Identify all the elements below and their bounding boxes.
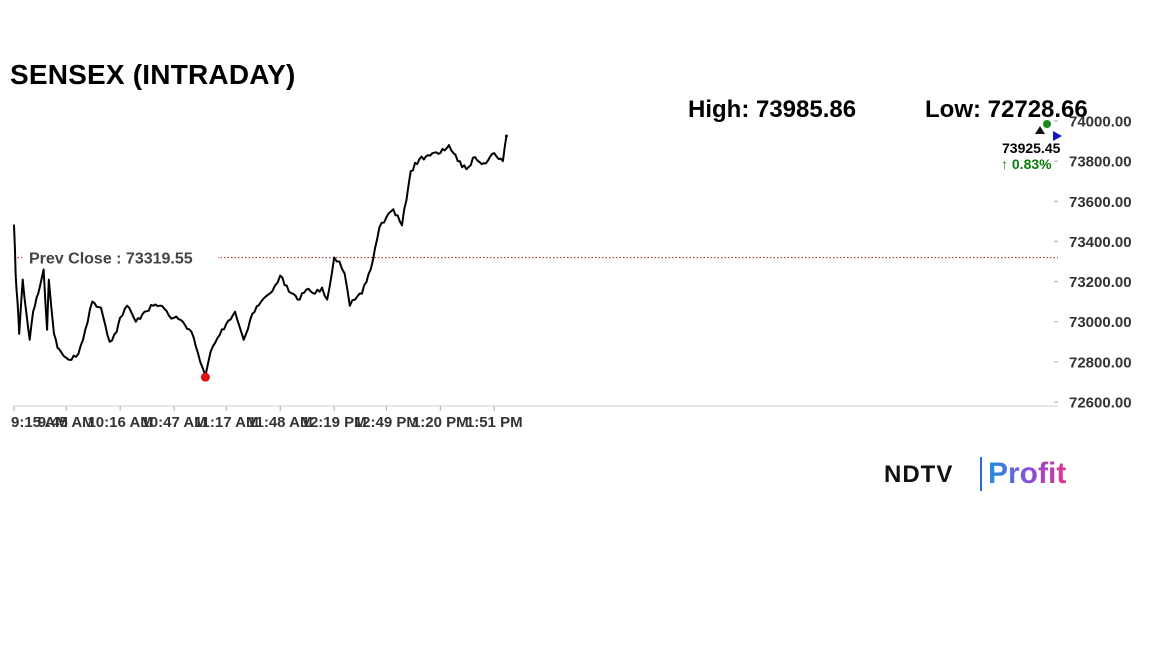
x-tick-label: 9:45 AM	[38, 414, 95, 431]
x-tick-label: 9:15 AM	[11, 414, 68, 431]
y-tick-label: 72600.00	[1069, 395, 1132, 412]
chart-title: SENSEX (INTRADAY)	[10, 59, 296, 90]
y-tick-label: 73200.00	[1069, 274, 1132, 291]
last-price-marker-icon	[1053, 131, 1062, 141]
x-tick-label: 12:49 PM	[354, 414, 419, 431]
last-point	[504, 134, 508, 138]
high-value-label: High: 73985.86	[688, 96, 857, 123]
sensex-series-line	[13, 135, 508, 377]
last-price-label: 73925.45	[1002, 140, 1061, 156]
prev-close-label: Prev Close : 73319.55	[29, 251, 193, 268]
change-percent-label: ↑ 0.83%	[1001, 156, 1052, 172]
low-value-label: Low: 72728.66	[925, 96, 1088, 123]
x-tick-label: 12:19 PM	[302, 414, 367, 431]
high-arrow-icon	[1035, 126, 1045, 134]
x-tick-label: 1:51 PM	[466, 414, 523, 431]
low-point-marker	[200, 372, 210, 382]
y-tick-label: 73000.00	[1069, 314, 1132, 331]
y-tick-label: 73600.00	[1069, 194, 1132, 211]
logo-profit-text: Profit	[988, 457, 1067, 490]
x-tick-label: 11:17 AM	[194, 414, 258, 431]
x-tick-label: 10:16 AM	[87, 414, 152, 431]
y-tick-label: 72800.00	[1069, 354, 1132, 371]
y-tick-label: 74000.00	[1069, 114, 1132, 131]
x-tick-label: 10:47 AM	[141, 414, 206, 431]
logo-ndtv-text: NDTV	[884, 461, 954, 488]
y-tick-label: 73800.00	[1069, 154, 1132, 171]
high-point-marker	[1043, 120, 1051, 128]
prev-close-label-bg	[22, 246, 218, 267]
y-tick-label: 73400.00	[1069, 234, 1132, 251]
x-tick-label: 1:20 PM	[412, 414, 469, 431]
logo-divider	[980, 457, 982, 491]
x-tick-label: 11:48 AM	[248, 414, 312, 431]
